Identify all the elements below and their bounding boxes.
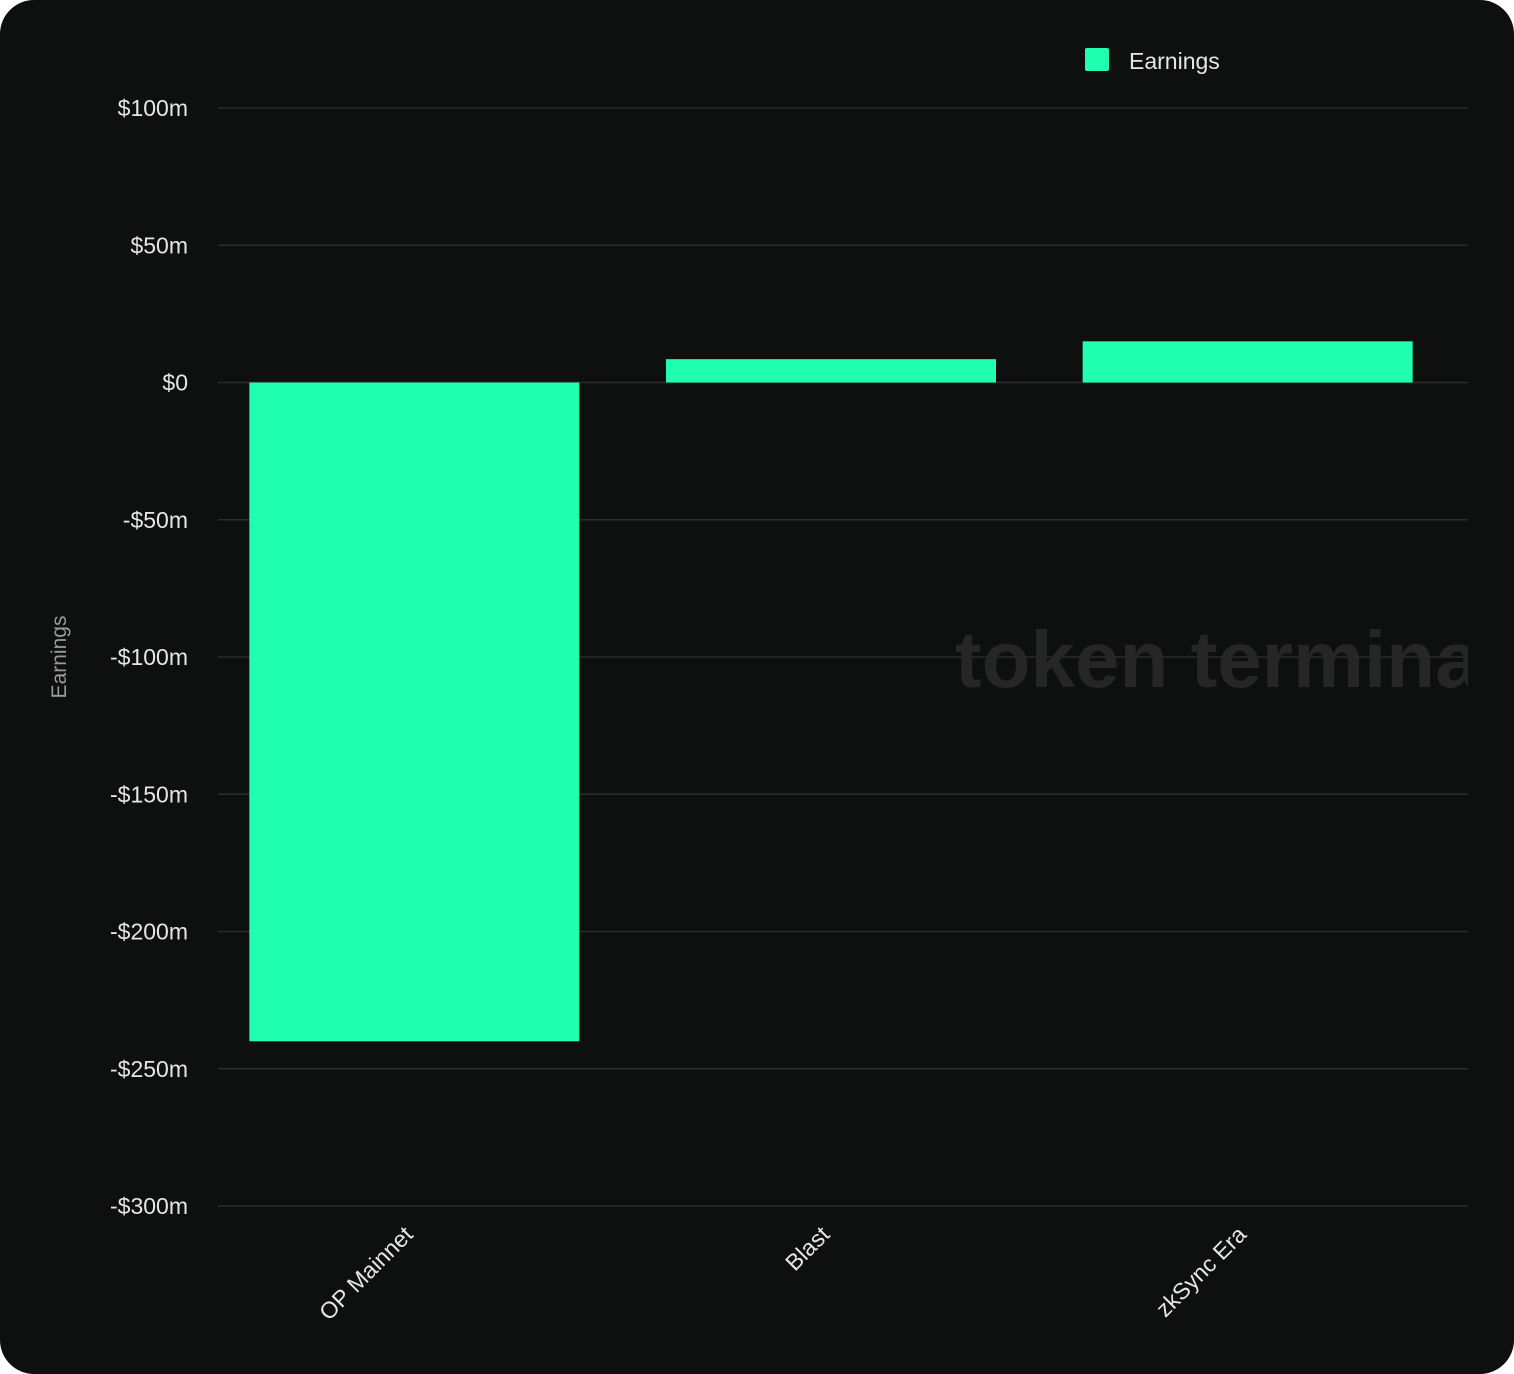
- x-tick-label: zkSync Era: [1151, 1221, 1252, 1322]
- watermark-text: token terminal: [955, 615, 1502, 704]
- x-tick-label: OP Mainnet: [314, 1221, 418, 1325]
- y-axis-title: Earnings: [48, 616, 71, 699]
- legend[interactable]: Earnings: [1085, 48, 1220, 74]
- y-tick-label: $50m: [130, 232, 188, 258]
- y-tick-label: -$50m: [123, 507, 188, 533]
- bar-blast[interactable]: [666, 359, 996, 383]
- y-tick-label: -$150m: [110, 781, 188, 807]
- y-tick-label: $0: [162, 370, 188, 396]
- bar-op-mainnet[interactable]: [249, 382, 580, 1042]
- y-tick-label: -$100m: [110, 644, 188, 670]
- y-tick-label: -$300m: [110, 1193, 188, 1219]
- y-tick-label: -$200m: [110, 919, 188, 945]
- watermark: token terminal: [955, 615, 1502, 704]
- x-axis-ticks: OP Mainnet Blast zkSync Era: [314, 1221, 1251, 1325]
- x-tick-label: Blast: [780, 1221, 835, 1276]
- y-tick-label: -$250m: [110, 1056, 188, 1082]
- bar-zksync-era[interactable]: [1082, 341, 1413, 383]
- legend-swatch: [1085, 48, 1109, 71]
- bars: [249, 341, 1413, 1042]
- legend-label: Earnings: [1129, 48, 1220, 74]
- y-tick-label: $100m: [118, 95, 188, 121]
- y-axis-ticks: $100m $50m $0 -$50m -$100m -$150m -$200m -$250m…: [110, 95, 188, 1219]
